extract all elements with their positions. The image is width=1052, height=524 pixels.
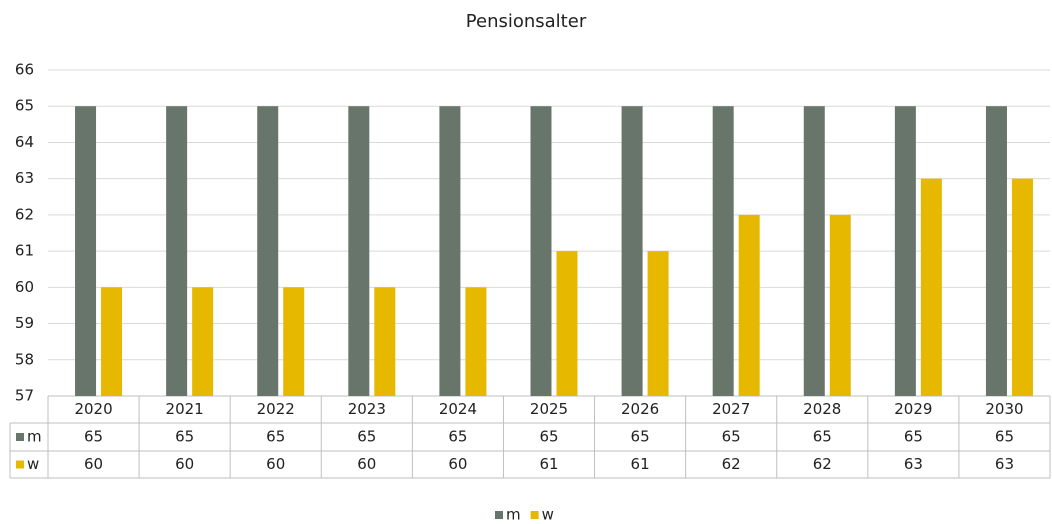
x-tick-label: 2027 — [712, 400, 750, 418]
y-tick-label: 62 — [15, 205, 34, 223]
table-value: 65 — [995, 428, 1014, 446]
bar — [283, 287, 305, 396]
y-tick-label: 58 — [15, 350, 34, 368]
table-value: 65 — [539, 428, 558, 446]
table-series-name: w — [27, 455, 39, 473]
x-tick-label: 2021 — [166, 400, 204, 418]
table-legend-key — [16, 460, 24, 469]
x-tick-label: 2026 — [621, 400, 659, 418]
table-value: 65 — [357, 428, 376, 446]
table-value: 61 — [539, 455, 558, 473]
table-value: 65 — [813, 428, 832, 446]
bar — [621, 106, 643, 396]
legend-key — [495, 511, 503, 519]
table-value: 63 — [995, 455, 1014, 473]
table-value: 65 — [722, 428, 741, 446]
bar — [101, 287, 123, 396]
bar — [439, 106, 461, 396]
bar — [712, 106, 734, 396]
y-tick-label: 59 — [15, 314, 34, 332]
x-tick-label: 2028 — [803, 400, 841, 418]
y-tick-label: 61 — [15, 242, 34, 260]
x-tick-label: 2029 — [894, 400, 932, 418]
table-legend-key — [16, 433, 24, 441]
y-tick-label: 65 — [15, 97, 34, 115]
table-value: 62 — [722, 455, 741, 473]
bar — [348, 106, 370, 396]
x-tick-label: 2022 — [257, 400, 295, 418]
table-series-name: m — [27, 428, 42, 446]
table-value: 60 — [84, 455, 103, 473]
table-value: 65 — [266, 428, 285, 446]
table-value: 61 — [631, 455, 650, 473]
bar — [647, 251, 669, 396]
y-tick-label: 64 — [15, 133, 34, 151]
x-tick-label: 2023 — [348, 400, 386, 418]
bar — [530, 106, 552, 396]
y-tick-label: 57 — [15, 387, 34, 405]
table-value: 60 — [448, 455, 467, 473]
bar — [166, 106, 188, 396]
x-tick-label: 2024 — [439, 400, 477, 418]
table-value: 65 — [175, 428, 194, 446]
legend-key — [530, 511, 539, 519]
table-value: 60 — [357, 455, 376, 473]
y-tick-label: 63 — [15, 169, 34, 187]
table-value: 60 — [266, 455, 285, 473]
bar — [192, 287, 214, 396]
table-value: 65 — [904, 428, 923, 446]
bar — [829, 214, 851, 396]
x-tick-label: 2020 — [74, 400, 112, 418]
bar — [374, 287, 396, 396]
table-value: 60 — [175, 455, 194, 473]
table-value: 62 — [813, 455, 832, 473]
table-value: 63 — [904, 455, 923, 473]
legend-label: m — [506, 506, 521, 524]
bar — [257, 106, 279, 396]
chart-title: Pensionsalter — [466, 11, 587, 32]
bar — [75, 106, 97, 396]
table-value: 65 — [84, 428, 103, 446]
bar — [920, 178, 942, 396]
bar — [738, 214, 760, 396]
table-value: 65 — [448, 428, 467, 446]
bar — [465, 287, 487, 396]
bar — [1011, 178, 1033, 396]
bar — [985, 106, 1007, 396]
bar — [894, 106, 916, 396]
y-tick-label: 66 — [15, 61, 34, 79]
bar — [556, 251, 578, 396]
legend-label: w — [542, 506, 554, 524]
table-value: 65 — [631, 428, 650, 446]
x-tick-label: 2025 — [530, 400, 568, 418]
y-tick-label: 60 — [15, 278, 34, 296]
x-tick-label: 2030 — [985, 400, 1023, 418]
bar — [803, 106, 825, 396]
